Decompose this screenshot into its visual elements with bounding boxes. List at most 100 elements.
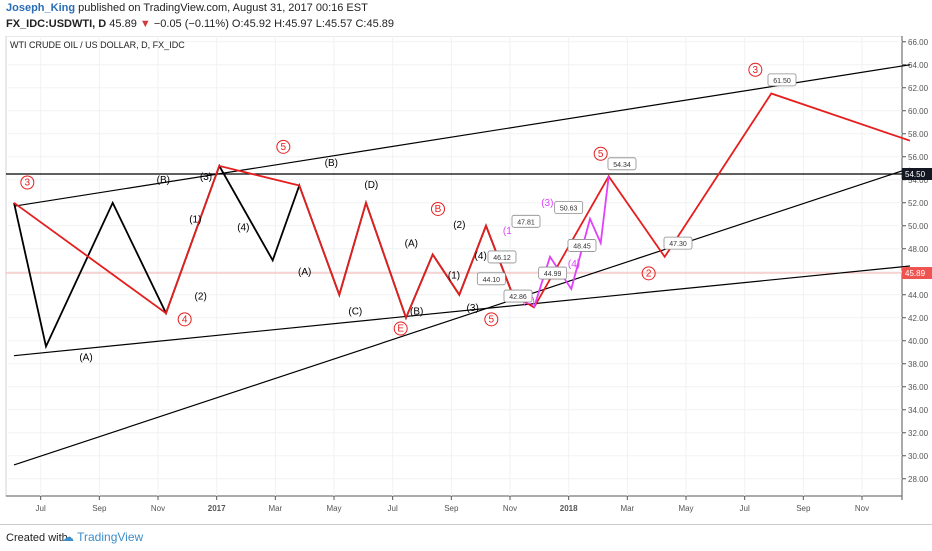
wave-label-circle [641,266,656,281]
wave-label: (4) [237,222,249,233]
wave-label: (1) [189,214,201,225]
wave-label: 3 [753,65,759,76]
tradingview-logo[interactable]: ☁ TradingView [62,530,144,544]
price-tick-label: 60.00 [908,107,929,116]
wave-label: (D) [364,180,378,191]
price-chart[interactable]: 66.00 64.00 62.00 60.00 58.00 56.00 54.00 52.00… [0,35,932,524]
wave-label: 3 [25,178,31,189]
symbol-name: FX_IDC:USDWTI, D [6,18,107,30]
created-with-label: Created with [6,532,68,544]
brand-label: TradingView [77,530,144,544]
symbol-line: FX_IDC:USDWTI, D 45.89 ▼ −0.05 (−0.11%) … [6,18,394,30]
wave-label: B [435,204,442,215]
wave-label: (B) [410,306,423,317]
wave-label: (A) [79,352,92,363]
trendline[interactable] [13,64,911,207]
footer: Created with ☁ TradingView [0,524,932,551]
wave-label-circle [276,139,291,154]
wave-label: (3) [467,303,479,314]
wave-label: E [397,324,404,335]
wave-label-circle [177,312,192,327]
trendline[interactable] [13,167,911,466]
price-callout-box [476,272,506,286]
price-callout-text: 48.45 [573,243,591,250]
change-arrow-icon: ▼ [139,18,151,30]
trendline[interactable] [13,265,911,357]
price-tick-label: 44.00 [908,291,929,300]
price-tick-label: 30.00 [908,452,929,461]
time-tick-label: Jul [36,504,46,513]
wave-series-line[interactable] [533,176,610,308]
chart-area[interactable]: 66.00 64.00 62.00 60.00 58.00 56.00 54.00 52.00… [0,35,932,524]
time-tick-label: Mar [620,504,634,513]
time-tick-label: May [678,504,693,513]
axis-price-text: 45.89 [905,269,926,278]
wave-label: (C) [348,306,362,317]
time-tick-label: Nov [151,504,165,513]
wave-label: (2) [453,220,465,231]
publish-info: published on TradingView.com, August 31,… [78,2,368,14]
price-callout-box [767,73,797,87]
price-callout-box [487,250,517,264]
price-callout-text: 44.10 [483,277,501,284]
wave-label-circle [431,201,445,216]
time-tick-label: 2017 [208,504,226,513]
axis-price-text: 54.50 [905,170,926,179]
price-callout-box [503,289,533,303]
wave-label: (4) [475,251,487,262]
price-tick-label: 38.00 [908,360,929,369]
wave-label: (A) [405,238,418,249]
wave-label-circle [484,312,499,327]
chart-header: Joseph_King published on TradingView.com… [0,0,932,36]
wave-label-circle [393,321,408,336]
time-tick-label: Jul [740,504,750,513]
price-callout-text: 47.81 [517,219,535,226]
wave-label: (B) [325,158,338,169]
price-tick-label: 56.00 [908,153,929,162]
wave-label: (A) [298,267,311,278]
wave-label: 4 [182,314,188,325]
time-tick-label: 2018 [560,504,578,513]
wave-label: (1 [503,226,512,237]
price-tick-label: 34.00 [908,406,929,415]
wave-label: (3) [200,172,212,183]
wave-label: (4) [568,259,580,270]
price-callout-text: 44.99 [544,271,562,278]
price-tick-label: 36.00 [908,383,929,392]
price-tick-label: 52.00 [908,199,929,208]
price-callout-text: 42.86 [509,294,527,301]
axis-price-badge [902,168,932,180]
price-tick-label: 50.00 [908,222,929,231]
price-tick-label: 28.00 [908,475,929,484]
time-tick-label: May [326,504,341,513]
chart-title: WTI CRUDE OIL / US DOLLAR, D, FX_IDC [10,40,185,50]
price-callout-box [567,239,597,252]
time-tick-label: Sep [92,504,107,513]
price-tick-label: 62.00 [908,84,929,93]
price-callout-text: 50.63 [560,206,578,213]
price-callout-box [607,157,637,171]
price-tick-label: 58.00 [908,130,929,139]
plot-frame [5,35,903,497]
price-tick-label: 42.00 [908,314,929,323]
ohlc-values: O:45.92 H:45.97 L:45.57 C:45.89 [231,18,394,30]
price-callout-box [554,201,584,214]
price-callout-text: 47.30 [669,241,687,248]
wave-series-line[interactable] [13,92,911,321]
time-tick-label: Nov [855,504,869,513]
author-link[interactable]: Joseph_King [6,2,76,14]
wave-label: 5 [281,142,287,153]
wave-label: 5 [598,149,604,160]
price-callout-box [511,214,541,228]
price-tick-label: 66.00 [908,38,929,47]
price-tick-label: 64.00 [908,61,929,70]
wave-label: (1) [448,271,460,282]
time-tick-label: Jul [388,504,398,513]
price-tick-label: 54.00 [908,176,929,185]
wave-label: (3) [541,198,553,209]
publish-line: Joseph_King published on TradingView.com… [6,2,368,14]
wave-label: 5 [489,314,495,325]
price-change: −0.05 (−0.11%) [153,18,229,30]
price-tick-label: 40.00 [908,337,929,346]
wave-label-circle [20,175,35,190]
